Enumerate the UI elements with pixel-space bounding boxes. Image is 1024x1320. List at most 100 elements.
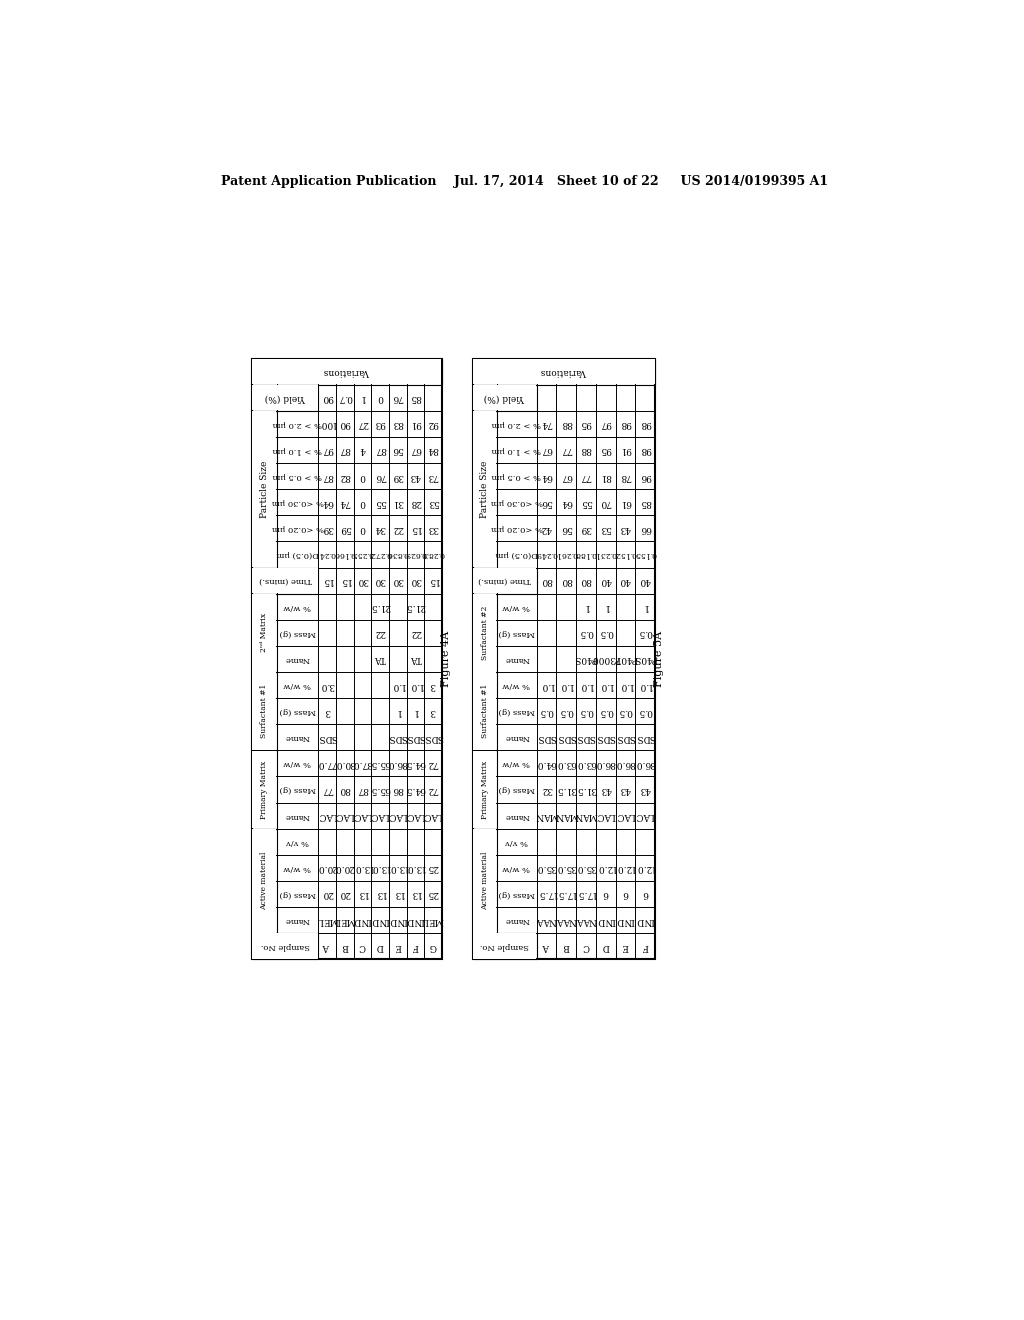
Text: 80: 80 [560, 576, 572, 585]
Text: % v/v: % v/v [505, 838, 528, 846]
Text: F: F [642, 941, 648, 950]
Text: 86.0: 86.0 [596, 759, 615, 768]
Bar [252, 411, 276, 568]
Text: 0.261: 0.261 [555, 550, 578, 558]
Text: 0.629: 0.629 [404, 550, 426, 558]
Bar [252, 672, 276, 750]
Text: IND: IND [636, 916, 654, 924]
Text: % > 2.0 μm: % > 2.0 μm [272, 420, 323, 428]
Text: SDS: SDS [615, 733, 635, 742]
Text: 72: 72 [427, 759, 438, 768]
Text: Sample No.: Sample No. [261, 942, 310, 950]
Text: Mass (g): Mass (g) [280, 785, 315, 793]
Text: IND: IND [616, 916, 635, 924]
Text: 0: 0 [377, 393, 383, 403]
Text: % > 0.5 μm: % > 0.5 μm [492, 473, 542, 480]
Bar [252, 933, 318, 960]
Text: 30: 30 [392, 576, 403, 585]
Text: MEL: MEL [316, 916, 338, 924]
Text: 21.5: 21.5 [406, 602, 426, 611]
Text: 97: 97 [600, 420, 611, 429]
Text: 67: 67 [410, 445, 421, 454]
Text: 64.5: 64.5 [406, 759, 426, 768]
Text: % > 0.5 μm: % > 0.5 μm [272, 473, 323, 480]
Text: 63.0: 63.0 [575, 759, 596, 768]
Text: 40: 40 [620, 576, 631, 585]
Text: B: B [342, 941, 348, 950]
Text: 1: 1 [603, 602, 608, 611]
Text: 70: 70 [600, 498, 611, 507]
Text: 0.5: 0.5 [598, 706, 613, 715]
Text: 1: 1 [359, 393, 366, 403]
Text: 82: 82 [339, 471, 350, 480]
Text: P40S: P40S [574, 655, 598, 664]
Text: 3: 3 [325, 706, 330, 715]
Text: 100: 100 [318, 420, 336, 429]
Text: % <0.20 μm: % <0.20 μm [490, 524, 543, 532]
Bar [473, 829, 497, 933]
Text: 20: 20 [339, 890, 350, 899]
Bar [473, 672, 497, 750]
Text: 74: 74 [339, 498, 350, 507]
Text: P40S: P40S [633, 655, 657, 664]
Text: % > 2.0 μm: % > 2.0 μm [492, 420, 542, 428]
Text: D: D [377, 941, 384, 950]
Text: 0.272: 0.272 [370, 550, 391, 558]
Text: NAA: NAA [536, 916, 557, 924]
Text: 86.0: 86.0 [388, 759, 408, 768]
Text: Name: Name [285, 812, 310, 820]
Text: MEL: MEL [334, 916, 356, 924]
Text: IND: IND [371, 916, 389, 924]
Text: 61: 61 [620, 498, 631, 507]
Bar [252, 359, 441, 384]
Text: 30: 30 [356, 576, 369, 585]
Text: 55: 55 [580, 498, 592, 507]
Text: IND: IND [407, 916, 425, 924]
Text: 31.5: 31.5 [575, 785, 596, 793]
Text: 13: 13 [410, 890, 421, 899]
Text: 22: 22 [375, 628, 386, 638]
Text: Variations: Variations [541, 367, 587, 376]
Text: Primary Matrix: Primary Matrix [480, 760, 488, 818]
Text: 73: 73 [427, 471, 438, 480]
Text: 15: 15 [339, 576, 350, 585]
Text: 86: 86 [392, 785, 403, 793]
Text: Surfactant #1: Surfactant #1 [260, 684, 268, 738]
Text: Active material: Active material [260, 851, 268, 909]
Text: 31.5: 31.5 [556, 785, 577, 793]
Text: 39: 39 [581, 524, 592, 533]
Text: 96: 96 [639, 471, 651, 480]
Text: F: F [413, 941, 419, 950]
Text: 21.5: 21.5 [370, 602, 390, 611]
Text: 87.0: 87.0 [352, 759, 373, 768]
Text: % v/v: % v/v [286, 838, 309, 846]
Text: % w/w: % w/w [284, 603, 311, 611]
Text: 72: 72 [427, 785, 438, 793]
Text: 1.0: 1.0 [559, 681, 573, 689]
Text: 77: 77 [581, 471, 592, 480]
Bar [473, 750, 497, 829]
Text: MAN: MAN [554, 810, 578, 820]
Bar [473, 568, 537, 593]
Text: 0: 0 [359, 498, 366, 507]
Text: 0.5: 0.5 [579, 628, 593, 638]
Text: LAC: LAC [615, 810, 635, 820]
Text: Figure 5A: Figure 5A [654, 631, 664, 686]
Text: Time (mins.): Time (mins.) [259, 577, 311, 585]
Text: D(0.5) μm: D(0.5) μm [496, 550, 538, 558]
Text: 1.0: 1.0 [579, 681, 593, 689]
Text: 65.5: 65.5 [370, 759, 390, 768]
Text: 95: 95 [600, 445, 611, 454]
Text: % w/w: % w/w [503, 863, 530, 871]
Text: 77.0: 77.0 [317, 759, 337, 768]
Text: 56: 56 [541, 498, 552, 507]
Text: IND: IND [388, 916, 408, 924]
Text: 0: 0 [359, 524, 366, 533]
Text: Name: Name [504, 916, 529, 924]
Text: 1.0: 1.0 [638, 681, 652, 689]
Text: 13.0: 13.0 [388, 863, 408, 873]
Text: LAC: LAC [596, 810, 615, 820]
Text: 0.5: 0.5 [618, 706, 633, 715]
Text: 67: 67 [541, 445, 552, 454]
Text: SDS: SDS [406, 733, 425, 742]
